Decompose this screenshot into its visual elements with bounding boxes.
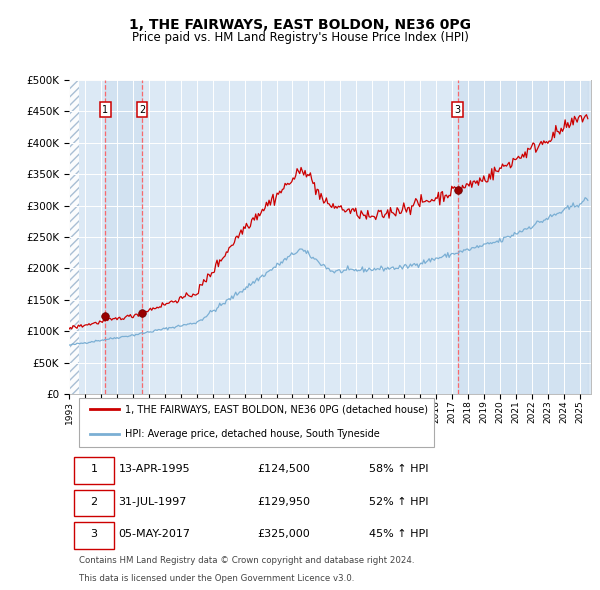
Text: 13-APR-1995: 13-APR-1995 (119, 464, 190, 474)
Bar (106, 80, 142, 394)
Text: Price paid vs. HM Land Registry's House Price Index (HPI): Price paid vs. HM Land Registry's House … (131, 31, 469, 44)
Text: 1, THE FAIRWAYS, EAST BOLDON, NE36 0PG: 1, THE FAIRWAYS, EAST BOLDON, NE36 0PG (129, 18, 471, 32)
Text: 3: 3 (454, 104, 461, 114)
FancyBboxPatch shape (74, 490, 115, 516)
Text: 1, THE FAIRWAYS, EAST BOLDON, NE36 0PG (detached house): 1, THE FAIRWAYS, EAST BOLDON, NE36 0PG (… (125, 404, 428, 414)
Text: 3: 3 (91, 529, 98, 539)
Text: 1: 1 (91, 464, 98, 474)
FancyBboxPatch shape (74, 522, 115, 549)
Bar (458, 80, 588, 394)
Text: 05-MAY-2017: 05-MAY-2017 (119, 529, 191, 539)
FancyBboxPatch shape (79, 398, 434, 447)
Text: 31-JUL-1997: 31-JUL-1997 (119, 497, 187, 507)
Text: 52% ↑ HPI: 52% ↑ HPI (369, 497, 428, 507)
Text: £325,000: £325,000 (257, 529, 310, 539)
Text: 45% ↑ HPI: 45% ↑ HPI (369, 529, 428, 539)
FancyBboxPatch shape (74, 457, 115, 484)
Text: 1: 1 (103, 104, 109, 114)
Text: 58% ↑ HPI: 58% ↑ HPI (369, 464, 428, 474)
Text: £129,950: £129,950 (257, 497, 310, 507)
Text: £124,500: £124,500 (257, 464, 310, 474)
Text: 2: 2 (91, 497, 98, 507)
Text: HPI: Average price, detached house, South Tyneside: HPI: Average price, detached house, Sout… (125, 429, 380, 439)
Text: 2: 2 (139, 104, 145, 114)
Text: Contains HM Land Registry data © Crown copyright and database right 2024.: Contains HM Land Registry data © Crown c… (79, 556, 415, 565)
Text: This data is licensed under the Open Government Licence v3.0.: This data is licensed under the Open Gov… (79, 574, 355, 583)
